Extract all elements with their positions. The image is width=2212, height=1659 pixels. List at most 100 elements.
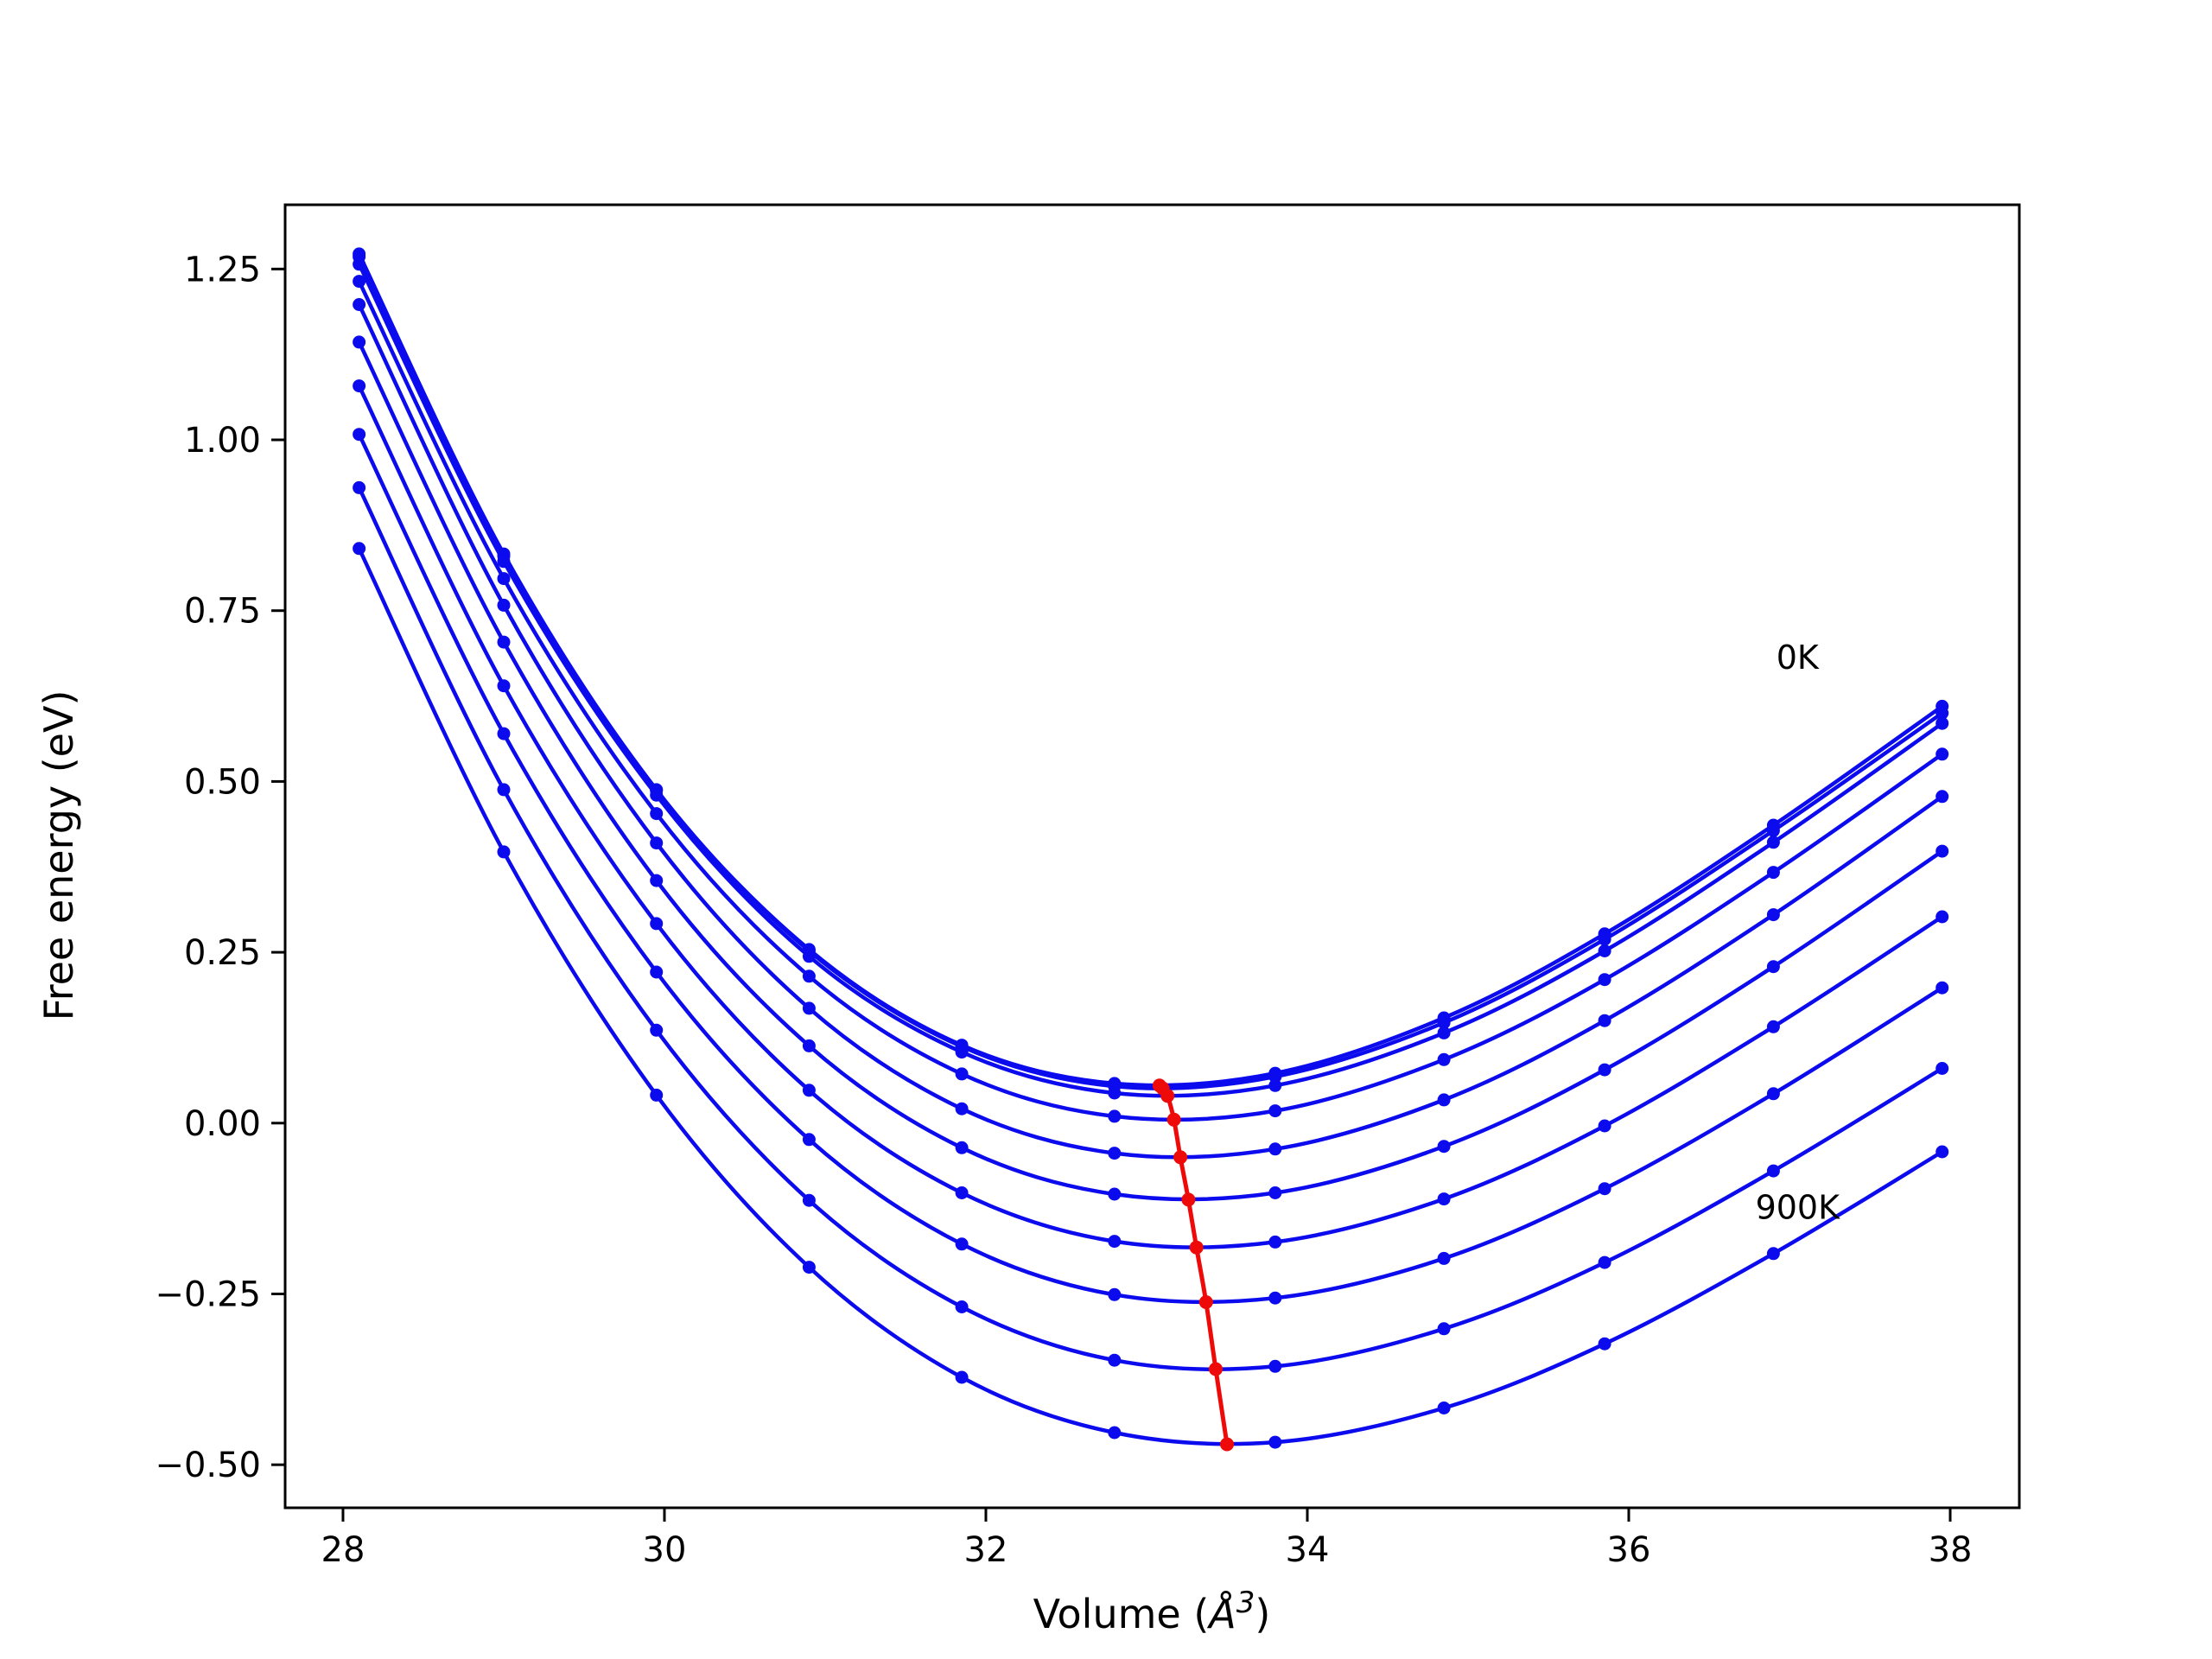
data-point-800K [802,1193,816,1207]
data-point-900K [497,845,511,859]
data-point-500K [353,335,366,349]
data-point-200K [1766,836,1780,849]
x-axis-label: Volume (Å3) [1033,1586,1271,1637]
data-point-400K [1268,1142,1282,1156]
annotation-0K: 0K [1777,639,1820,677]
data-point-300K [497,572,511,586]
data-point-300K [802,969,816,983]
data-point-700K [353,428,366,442]
minimum-point [1189,1240,1204,1255]
x-tick-label: 36 [1607,1530,1651,1570]
data-point-500K [802,1039,816,1052]
data-point-900K [1766,1247,1780,1261]
y-tick-label: 1.00 [184,421,261,461]
data-point-900K [1936,1145,1949,1159]
free-energy-curve-300K [357,279,1944,1122]
data-point-800K [1598,1255,1611,1269]
data-point-900K [1598,1337,1611,1351]
y-axis-label: Free energy (eV) [35,690,82,1021]
data-point-600K [1598,1119,1611,1133]
data-point-100K [1598,932,1611,946]
data-point-900K [955,1370,969,1384]
data-point-300K [353,275,366,289]
data-point-700K [1936,981,1949,995]
data-point-800K [1268,1359,1282,1373]
data-point-500K [1936,844,1949,858]
data-point-200K [1437,1026,1451,1039]
data-point-800K [650,1023,664,1037]
data-point-800K [1766,1164,1780,1178]
data-point-700K [1598,1182,1611,1196]
y-tick-label: 0.50 [184,762,261,802]
data-point-700K [955,1237,969,1251]
data-point-900K [802,1261,816,1274]
free-energy-curve-600K [357,384,1944,1249]
data-point-500K [1598,1063,1611,1077]
data-point-200K [1598,944,1611,957]
data-point-500K [1437,1140,1451,1154]
data-point-300K [1936,747,1949,761]
free-energy-curve-700K [357,432,1944,1305]
data-point-500K [955,1141,969,1154]
minimum-point [1181,1192,1196,1207]
y-tick-label: −0.50 [155,1446,261,1485]
data-point-200K [1936,716,1949,730]
x-tick-label: 28 [321,1530,365,1570]
annotation-900K: 900K [1756,1189,1841,1227]
data-point-600K [1766,1020,1780,1033]
data-point-300K [1437,1052,1451,1066]
data-point-800K [1108,1353,1122,1367]
data-point-500K [1108,1187,1122,1201]
data-point-400K [802,1001,816,1015]
data-point-700K [1437,1251,1451,1265]
data-point-800K [955,1300,969,1313]
data-point-800K [1936,1062,1949,1075]
free-energy-curve-100K [357,254,1944,1090]
data-point-300K [1766,866,1780,880]
data-point-700K [1268,1291,1282,1305]
y-tick-label: 0.75 [184,592,261,632]
data-point-800K [1437,1322,1451,1336]
data-point-100K [1766,823,1780,837]
data-point-200K [802,950,816,963]
minimum-point [1166,1112,1181,1127]
data-point-600K [1936,910,1949,924]
data-point-300K [1598,973,1611,987]
data-point-400K [353,298,366,311]
data-point-600K [650,917,664,931]
data-point-100K [1936,706,1949,720]
y-tick-label: 0.00 [184,1104,261,1144]
data-point-400K [1598,1014,1611,1027]
data-point-600K [802,1084,816,1097]
data-point-900K [650,1088,664,1102]
free-energy-curve-900K [357,546,1944,1446]
data-point-100K [1437,1016,1451,1030]
data-point-400K [1766,908,1780,922]
data-point-700K [1766,1087,1780,1101]
axes-frame [283,203,2021,1510]
data-point-200K [955,1046,969,1059]
data-point-200K [497,555,511,569]
data-point-300K [650,807,664,821]
free-energy-curve-500K [357,340,1944,1202]
y-tick-label: 1.25 [184,250,261,289]
axis-ticks: 28 30 32 34 36 38 −0.50 −0.25 0.00 0.25 0.50 0.75 1.… [155,250,1972,1570]
minimum-point [1220,1437,1234,1452]
minima-line [1152,1078,1234,1452]
free-energy-curve-200K [357,262,1944,1098]
data-point-500K [497,635,511,649]
data-point-600K [1268,1235,1282,1249]
data-point-300K [1268,1104,1282,1118]
data-point-800K [353,480,366,494]
data-point-700K [497,727,511,741]
minimum-point [1160,1089,1175,1103]
y-tick-label: 0.25 [184,933,261,973]
data-point-300K [1108,1109,1122,1123]
data-point-400K [1108,1147,1122,1160]
equilibrium-volume-line [1157,1083,1230,1446]
data-point-300K [955,1067,969,1081]
data-point-700K [1108,1287,1122,1301]
data-point-900K [1268,1435,1282,1449]
data-point-600K [353,379,366,393]
